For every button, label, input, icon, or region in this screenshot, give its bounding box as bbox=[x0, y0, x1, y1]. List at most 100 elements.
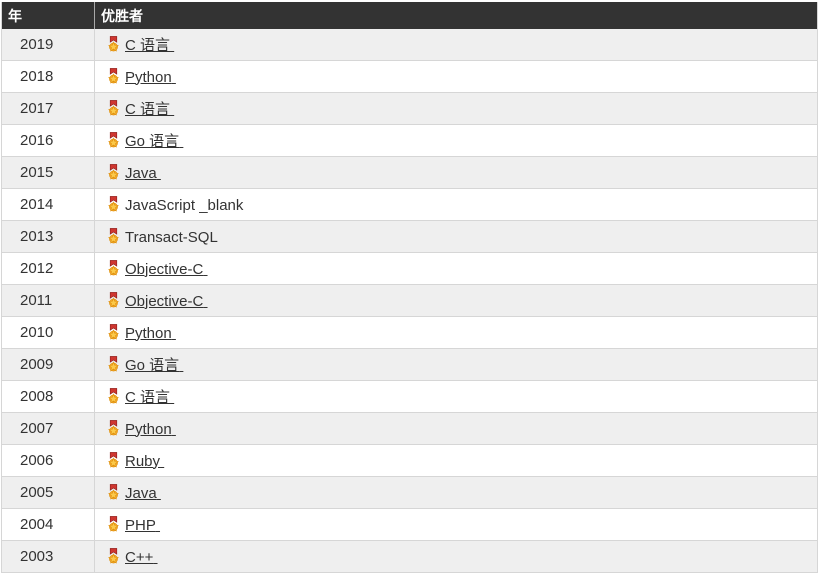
medal-icon bbox=[107, 451, 120, 469]
year-label: 2014 bbox=[20, 196, 54, 213]
year-cell: 2003 bbox=[1, 540, 95, 573]
winner-link[interactable]: Java bbox=[125, 484, 157, 502]
column-header-winner: 优胜者 bbox=[94, 2, 818, 29]
year-label: 2016 bbox=[20, 132, 54, 149]
year-label: 2017 bbox=[20, 100, 54, 117]
winner-cell: C 语言 bbox=[94, 92, 818, 125]
winner-cell: Python bbox=[94, 316, 818, 349]
year-cell: 2011 bbox=[1, 284, 95, 317]
medal-icon bbox=[107, 227, 120, 245]
year-cell: 2010 bbox=[1, 316, 95, 349]
header-row: 年 优胜者 bbox=[1, 2, 818, 29]
table-row: 2010 Python bbox=[1, 316, 818, 349]
winner-link: Transact-SQL bbox=[125, 228, 218, 246]
table-row: 2007 Python bbox=[1, 412, 818, 445]
year-label: 2004 bbox=[20, 516, 54, 533]
table-row: 2003 C++ bbox=[1, 540, 818, 573]
medal-icon bbox=[107, 195, 120, 213]
table-header: 年 优胜者 bbox=[1, 2, 818, 29]
year-label: 2005 bbox=[20, 484, 54, 501]
winner-cell: Java bbox=[94, 476, 818, 509]
winner-cell: Transact-SQL bbox=[94, 220, 818, 253]
table-body: 2019 C 语言 2018 Python bbox=[1, 29, 818, 573]
table-row: 2014 JavaScript _blank bbox=[1, 188, 818, 221]
medal-icon bbox=[107, 132, 120, 149]
winner-link[interactable]: Python bbox=[125, 324, 172, 342]
table-row: 2018 Python bbox=[1, 60, 818, 93]
table-row: 2004 PHP bbox=[1, 508, 818, 541]
winner-cell: Python bbox=[94, 412, 818, 445]
medal-icon bbox=[107, 547, 120, 565]
medal-icon bbox=[107, 419, 120, 437]
table-row: 2015 Java bbox=[1, 156, 818, 189]
winners-table: 年 优胜者 2019 C 语言 2018 bbox=[1, 2, 818, 573]
year-label: 2011 bbox=[20, 292, 53, 309]
year-cell: 2009 bbox=[1, 348, 95, 381]
winner-link[interactable]: Go 语言 bbox=[125, 357, 180, 374]
winner-link[interactable]: C++ bbox=[125, 548, 154, 566]
year-label: 2013 bbox=[20, 228, 54, 245]
winner-cell: C 语言 bbox=[94, 29, 818, 61]
year-cell: 2015 bbox=[1, 156, 95, 189]
winner-link: JavaScript _blank bbox=[125, 196, 244, 214]
winner-cell: Go 语言 bbox=[94, 124, 818, 157]
winner-link[interactable]: Objective-C bbox=[125, 260, 204, 278]
year-label: 2003 bbox=[20, 548, 54, 565]
year-label: 2012 bbox=[20, 260, 54, 277]
year-cell: 2017 bbox=[1, 92, 95, 125]
winner-link[interactable]: Go 语言 bbox=[125, 133, 180, 150]
year-label: 2007 bbox=[20, 420, 54, 437]
medal-icon bbox=[107, 388, 120, 405]
table-row: 2019 C 语言 bbox=[1, 29, 818, 61]
year-cell: 2008 bbox=[1, 380, 95, 413]
table-row: 2006 Ruby bbox=[1, 444, 818, 477]
winner-link[interactable]: C 语言 bbox=[125, 389, 171, 406]
table-row: 2016 Go 语言 bbox=[1, 124, 818, 157]
winner-link[interactable]: Ruby bbox=[125, 452, 161, 470]
winner-link[interactable]: C 语言 bbox=[125, 101, 171, 118]
winner-link[interactable]: Java bbox=[125, 164, 157, 182]
year-cell: 2005 bbox=[1, 476, 95, 509]
year-cell: 2013 bbox=[1, 220, 95, 253]
winner-cell: C++ bbox=[94, 540, 818, 573]
winner-cell: Java bbox=[94, 156, 818, 189]
winner-cell: JavaScript _blank bbox=[94, 188, 818, 221]
table-row: 2012 Objective-C bbox=[1, 252, 818, 285]
table-row: 2008 C 语言 bbox=[1, 380, 818, 413]
winner-link[interactable]: Python bbox=[125, 420, 172, 438]
year-label: 2006 bbox=[20, 452, 54, 469]
winner-link[interactable]: Objective-C bbox=[125, 292, 204, 310]
year-label: 2008 bbox=[20, 388, 54, 405]
year-cell: 2014 bbox=[1, 188, 95, 221]
table-row: 2017 C 语言 bbox=[1, 92, 818, 125]
year-cell: 2006 bbox=[1, 444, 95, 477]
year-label: 2018 bbox=[20, 68, 54, 85]
medal-icon bbox=[107, 100, 120, 117]
year-label: 2015 bbox=[20, 164, 54, 181]
winner-link[interactable]: PHP bbox=[125, 516, 156, 534]
year-cell: 2012 bbox=[1, 252, 95, 285]
winner-cell: Python bbox=[94, 60, 818, 93]
medal-icon bbox=[107, 483, 120, 501]
medal-icon bbox=[107, 323, 120, 341]
medal-icon bbox=[107, 356, 120, 373]
year-label: 2019 bbox=[20, 36, 54, 53]
medal-icon bbox=[107, 163, 120, 181]
winner-link[interactable]: C 语言 bbox=[125, 37, 171, 54]
winner-cell: Objective-C bbox=[94, 284, 818, 317]
medal-icon bbox=[107, 67, 120, 85]
table-row: 2013 Transact-SQL bbox=[1, 220, 818, 253]
year-cell: 2007 bbox=[1, 412, 95, 445]
medal-icon bbox=[107, 259, 120, 277]
year-cell: 2016 bbox=[1, 124, 95, 157]
year-cell: 2019 bbox=[1, 29, 95, 61]
winner-cell: Go 语言 bbox=[94, 348, 818, 381]
medal-icon bbox=[107, 36, 120, 53]
medal-icon bbox=[107, 515, 120, 533]
table-row: 2011 Objective-C bbox=[1, 284, 818, 317]
column-header-year: 年 bbox=[1, 2, 95, 29]
table-row: 2005 Java bbox=[1, 476, 818, 509]
year-cell: 2004 bbox=[1, 508, 95, 541]
medal-icon bbox=[107, 291, 120, 309]
winner-link[interactable]: Python bbox=[125, 68, 172, 86]
